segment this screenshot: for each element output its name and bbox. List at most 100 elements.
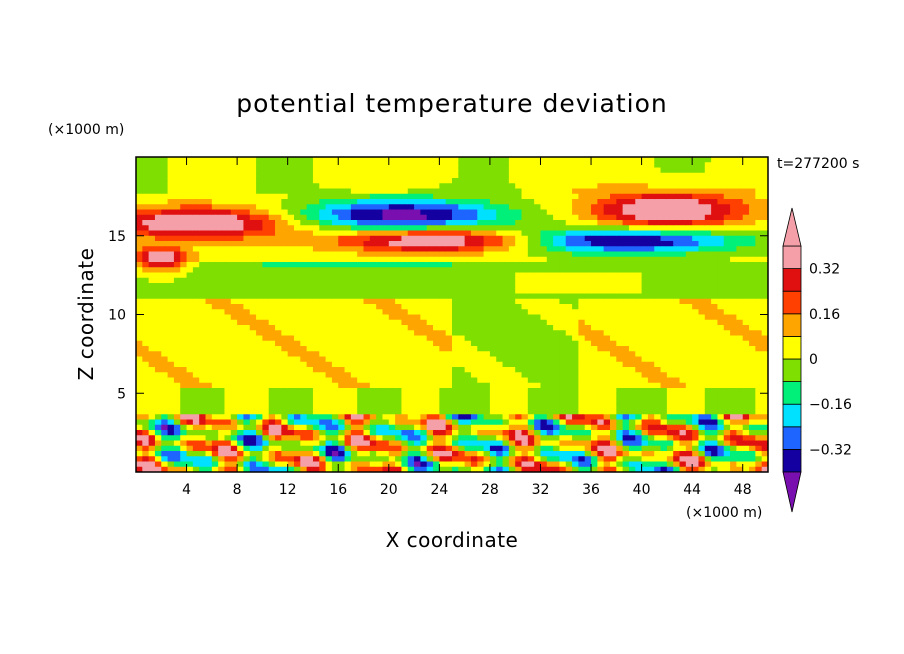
heatmap-cell (161, 262, 169, 268)
heatmap-cell (565, 214, 573, 221)
heatmap-cell (515, 309, 523, 316)
heatmap-cell (357, 403, 365, 410)
heatmap-cell (477, 267, 485, 274)
heatmap-cell (249, 272, 257, 279)
heatmap-cell (426, 372, 434, 379)
heatmap-cell (546, 382, 554, 389)
heatmap-cell (350, 409, 358, 415)
heatmap-cell (275, 241, 282, 247)
heatmap-cell (211, 172, 219, 179)
heatmap-cell (154, 172, 162, 179)
heatmap-cell (489, 346, 497, 352)
heatmap-cell (357, 314, 365, 321)
heatmap-cell (218, 272, 226, 279)
heatmap-cell (559, 346, 567, 352)
heatmap-cell (647, 340, 655, 347)
heatmap-cell (628, 314, 636, 321)
heatmap-cell (224, 398, 232, 405)
heatmap-cell (496, 157, 504, 163)
heatmap-cell (262, 267, 270, 274)
heatmap-cell (224, 157, 232, 163)
heatmap-cell (376, 193, 384, 200)
heatmap-cell (294, 204, 301, 211)
heatmap-cell (382, 419, 390, 426)
heatmap-cell (622, 398, 630, 405)
heatmap-cell (180, 377, 188, 384)
heatmap-cell (218, 403, 226, 410)
heatmap-cell (300, 430, 308, 436)
heatmap-cell (363, 172, 371, 179)
heatmap-cell (502, 466, 510, 472)
heatmap-cell (603, 372, 611, 379)
heatmap-cell (559, 330, 567, 337)
heatmap-cell (521, 409, 529, 415)
heatmap-cell (534, 335, 542, 342)
heatmap-cell (186, 178, 194, 184)
heatmap-cell (388, 214, 396, 221)
heatmap-cell (287, 319, 295, 326)
heatmap-cell (641, 372, 649, 379)
heatmap-cell (363, 461, 371, 468)
heatmap-cell (161, 230, 169, 237)
heatmap-cell (281, 325, 289, 331)
heatmap-cell (483, 435, 491, 442)
heatmap-cell (161, 193, 169, 200)
heatmap-cell (420, 382, 428, 389)
heatmap-cell (515, 267, 523, 274)
heatmap-cell (584, 272, 592, 279)
heatmap-cell (357, 235, 365, 242)
heatmap-cell (458, 256, 466, 263)
heatmap-cell (553, 172, 561, 179)
heatmap-cell (161, 351, 169, 358)
heatmap-cell (281, 356, 289, 363)
heatmap-cell (540, 209, 548, 216)
heatmap-cell (287, 256, 295, 263)
heatmap-cell (369, 430, 377, 436)
heatmap-cell (647, 262, 655, 268)
heatmap-cell (161, 424, 169, 431)
heatmap-cell (572, 377, 579, 384)
heatmap-cell (325, 204, 333, 211)
heatmap-cell (237, 167, 245, 174)
heatmap-cell (483, 204, 491, 211)
heatmap-cell (363, 293, 371, 300)
heatmap-cell (597, 277, 605, 284)
heatmap-cell (294, 241, 301, 247)
heatmap-cell (205, 267, 213, 274)
heatmap-cell (433, 440, 440, 447)
heatmap-cell (136, 193, 143, 200)
heatmap-cell (439, 225, 447, 232)
heatmap-cell (136, 424, 143, 431)
heatmap-cell (534, 330, 542, 337)
heatmap-cell (572, 214, 579, 221)
heatmap-cell (312, 262, 320, 268)
heatmap-cell (628, 330, 636, 337)
heatmap-cell (578, 382, 586, 389)
heatmap-cell (306, 440, 314, 447)
heatmap-cell (249, 214, 257, 221)
heatmap-cell (395, 262, 403, 268)
heatmap-cell (477, 445, 485, 452)
heatmap-cell (300, 262, 308, 268)
heatmap-cell (477, 377, 485, 384)
heatmap-cell (565, 361, 573, 368)
heatmap-cell (142, 214, 150, 221)
heatmap-cell (553, 335, 561, 342)
heatmap-cell (565, 372, 573, 379)
heatmap-cell (635, 277, 643, 284)
heatmap-cell (508, 445, 516, 452)
heatmap-cell (610, 377, 617, 384)
heatmap-cell (136, 288, 143, 295)
heatmap-cell (294, 456, 301, 463)
heatmap-cell (344, 466, 352, 472)
heatmap-cell (452, 157, 459, 163)
heatmap-cell (426, 277, 434, 284)
heatmap-cell (572, 335, 579, 342)
heatmap-cell (464, 361, 472, 368)
heatmap-cell (275, 167, 282, 174)
heatmap-cell (180, 461, 188, 468)
heatmap-cell (148, 167, 156, 174)
heatmap-cell (515, 188, 523, 195)
heatmap-cell (306, 393, 314, 400)
heatmap-cell (363, 403, 371, 410)
